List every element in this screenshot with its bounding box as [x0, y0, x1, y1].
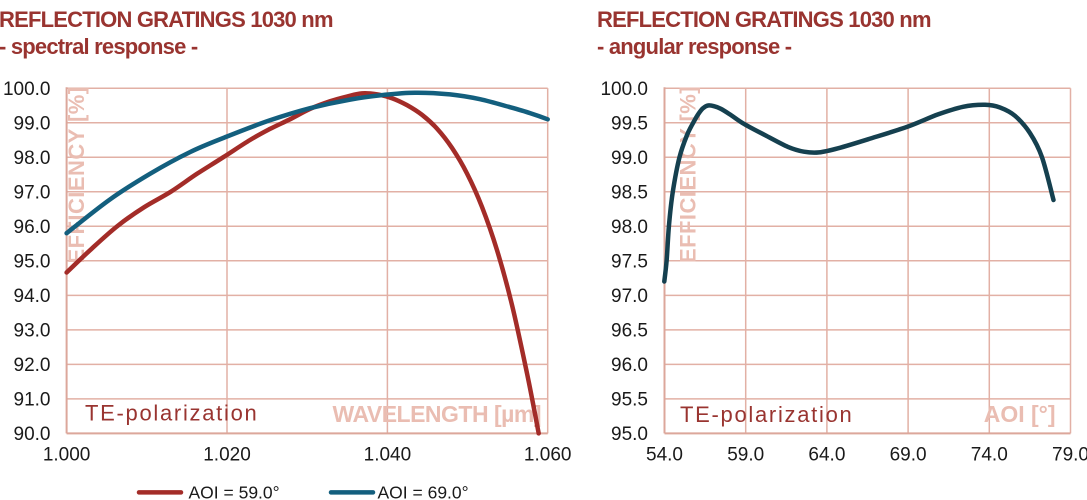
- svg-text:1.040: 1.040: [364, 445, 412, 466]
- svg-text:90.0: 90.0: [14, 424, 51, 445]
- svg-text:EFFICIENCY [%]: EFFICIENCY [%]: [64, 86, 89, 263]
- svg-text:99.0: 99.0: [14, 113, 51, 134]
- svg-text:97.0: 97.0: [611, 286, 648, 307]
- svg-text:98.5: 98.5: [611, 183, 648, 204]
- svg-text:98.0: 98.0: [611, 217, 648, 238]
- svg-text:96.0: 96.0: [14, 217, 51, 238]
- svg-text:95.0: 95.0: [611, 424, 648, 445]
- svg-text:97.5: 97.5: [611, 252, 648, 273]
- svg-text:98.0: 98.0: [14, 148, 51, 169]
- svg-text:99.5: 99.5: [611, 113, 648, 134]
- svg-text:AOI = 69.0°: AOI = 69.0°: [378, 483, 469, 500]
- svg-text:74.0: 74.0: [971, 445, 1008, 466]
- svg-text:96.5: 96.5: [611, 321, 648, 342]
- svg-text:64.0: 64.0: [808, 445, 845, 466]
- svg-text:92.0: 92.0: [14, 355, 51, 376]
- svg-text:93.0: 93.0: [14, 321, 51, 342]
- svg-text:99.0: 99.0: [611, 148, 648, 169]
- svg-text:94.0: 94.0: [14, 286, 51, 307]
- svg-text:TE-polarization: TE-polarization: [85, 401, 258, 426]
- svg-text:AOI = 59.0°: AOI = 59.0°: [189, 483, 280, 500]
- svg-text:95.0: 95.0: [14, 252, 51, 273]
- svg-text:59.0: 59.0: [727, 445, 764, 466]
- svg-text:100.0: 100.0: [600, 79, 648, 100]
- svg-text:79.0: 79.0: [1052, 445, 1087, 466]
- svg-text:AOI [°]: AOI [°]: [984, 401, 1056, 427]
- svg-text:91.0: 91.0: [14, 390, 51, 411]
- svg-text:54.0: 54.0: [646, 445, 683, 466]
- svg-text:95.5: 95.5: [611, 390, 648, 411]
- svg-text:1.060: 1.060: [524, 445, 572, 466]
- svg-text:100.0: 100.0: [3, 79, 51, 100]
- svg-text:97.0: 97.0: [14, 183, 51, 204]
- svg-text:TE-polarization: TE-polarization: [680, 402, 853, 427]
- svg-text:96.0: 96.0: [611, 355, 648, 376]
- svg-text:69.0: 69.0: [890, 445, 927, 466]
- svg-text:WAVELENGTH [µm]: WAVELENGTH [µm]: [333, 401, 541, 427]
- svg-text:1.020: 1.020: [203, 445, 251, 466]
- svg-text:1.000: 1.000: [43, 445, 91, 466]
